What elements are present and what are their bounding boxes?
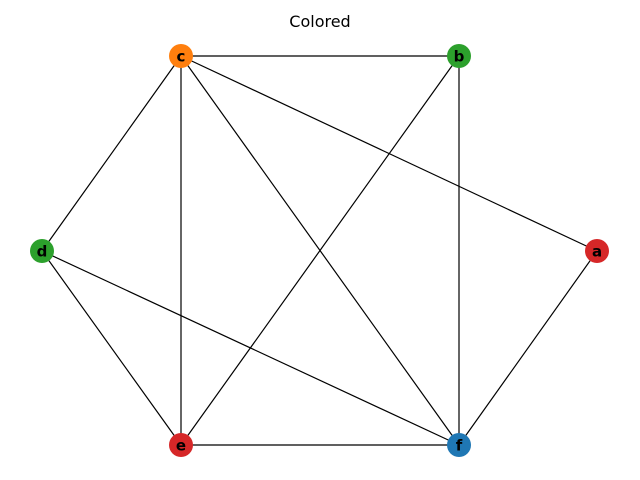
node-f-label: f [456,437,463,455]
node-c: c [169,44,193,68]
node-d-circle [30,239,54,263]
edge-d-e [41,250,182,446]
node-d-label: d [37,243,48,261]
node-b-circle [447,44,471,68]
node-f: f [447,433,471,457]
node-e: e [169,433,193,457]
edge-a-f [458,250,598,446]
edges-layer [41,55,598,446]
node-a-circle [585,239,609,263]
node-d: d [30,239,54,263]
edge-c-d [41,55,182,252]
node-a-label: a [592,243,602,261]
node-e-label: e [176,437,186,455]
nodes-layer: a b c d e f [30,44,609,457]
node-f-circle [447,433,471,457]
node-c-circle [169,44,193,68]
node-c-label: c [177,48,186,66]
node-a: a [585,239,609,263]
edge-d-f [41,250,460,446]
edge-b-e [180,55,460,446]
graph-title: Colored [289,12,351,31]
node-e-circle [169,433,193,457]
node-b: b [447,44,471,68]
node-b-label: b [454,48,465,66]
